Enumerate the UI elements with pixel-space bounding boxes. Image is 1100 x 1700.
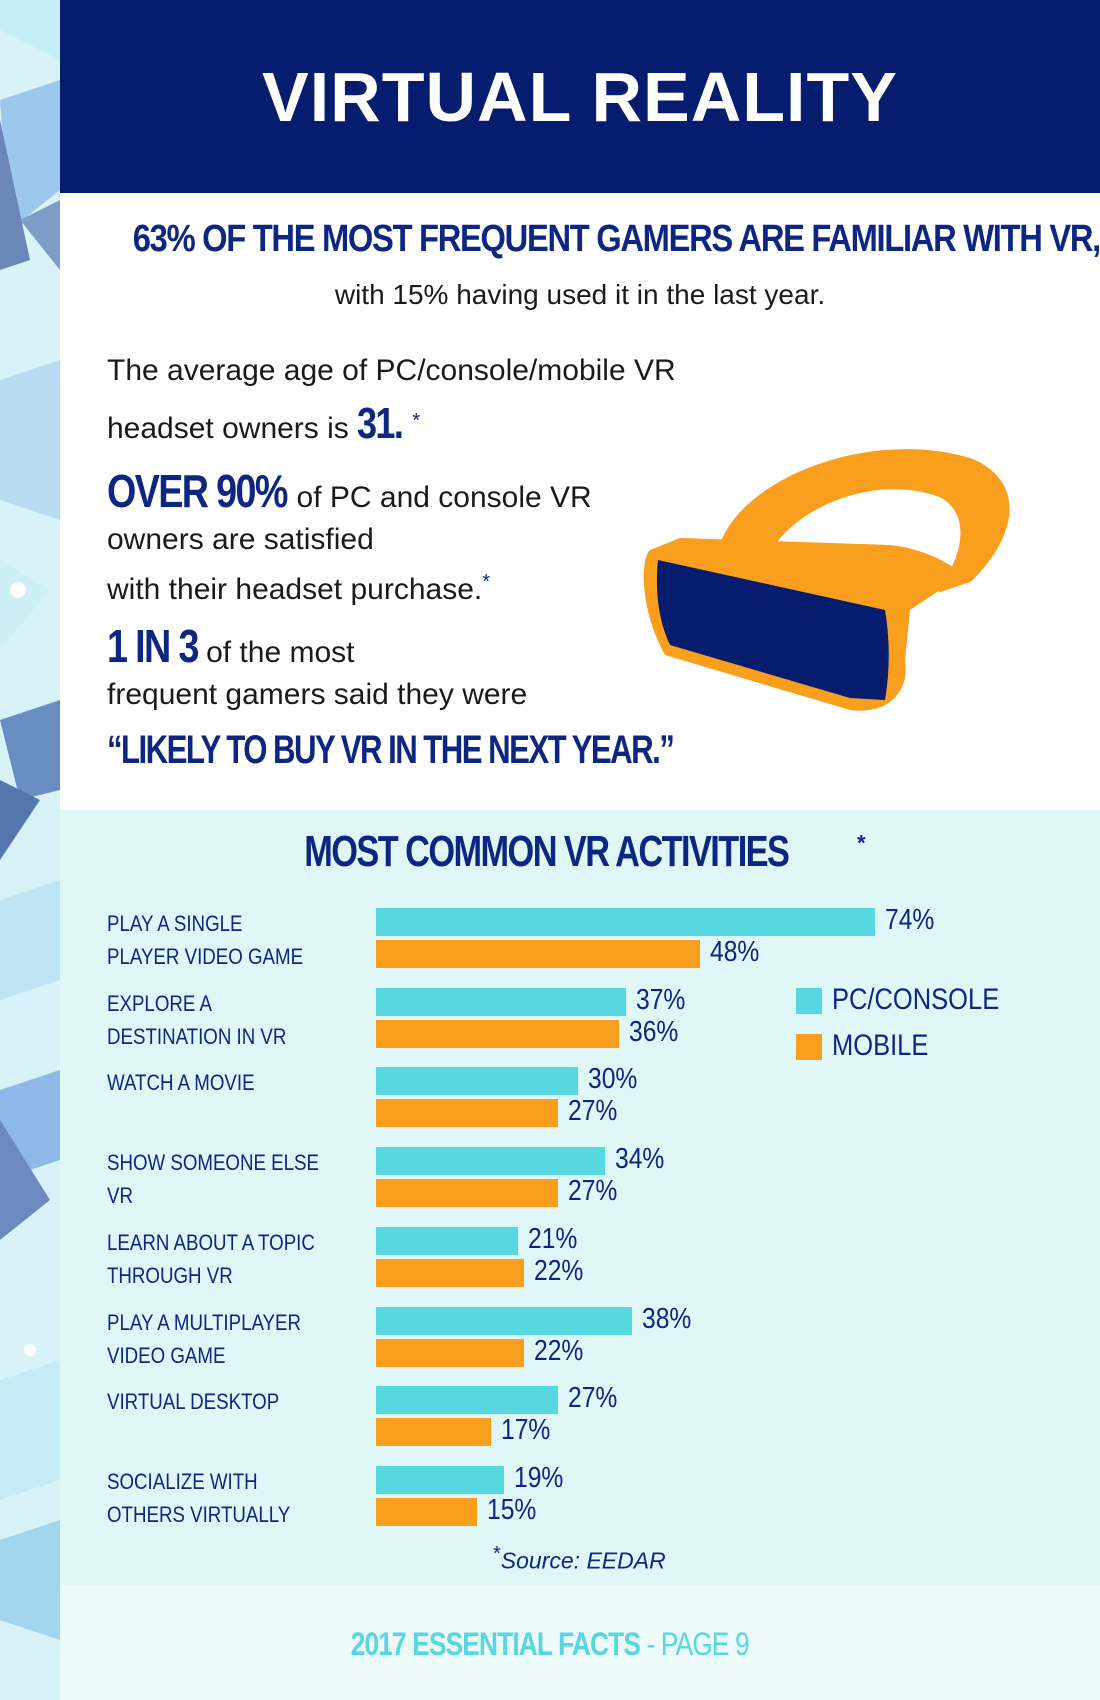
bar-value-label: 17% — [500, 1414, 550, 1447]
bar-value-label: 30% — [588, 1063, 638, 1096]
bar-value-label: 22% — [534, 1334, 584, 1367]
subheadline: with 15% having used it in the last year… — [334, 279, 826, 310]
bar-value-label: 74% — [885, 904, 935, 936]
legend-label-pc-console: PC/CONSOLE — [832, 983, 1000, 1016]
category-label: WATCH A MOVIE — [107, 1070, 255, 1096]
fact-satisfaction-line2: owners are satisfied — [107, 523, 374, 556]
footer-page: - PAGE 9 — [640, 1626, 750, 1662]
page-title: VIRTUAL REALITY — [262, 57, 898, 136]
fact-average-age-line2: headset owners is — [107, 412, 349, 445]
footer-band — [60, 1585, 1100, 1700]
fact-satisfaction-number: OVER 90% — [107, 465, 288, 517]
bar-mobile — [376, 1019, 619, 1048]
category-label: PLAY A SINGLE PLAYER VIDEO GAME — [107, 911, 304, 969]
bar-pc-console — [376, 908, 875, 936]
page-footer: 2017 ESSENTIAL FACTS - PAGE 9 — [0, 1626, 1100, 1663]
legend-swatch-mobile — [796, 1034, 822, 1060]
page-header: VIRTUAL REALITY — [60, 0, 1100, 193]
fact-likely-to-buy-quote: “LIKELY TO BUY VR IN THE NEXT YEAR.” — [107, 728, 675, 772]
category-label: PLAY A MULTIPLAYER VIDEO GAME — [107, 1309, 302, 1368]
bar-value-label: 21% — [527, 1222, 577, 1255]
bar-pc-console — [376, 1147, 606, 1176]
fact-average-age-line1: The average age of PC/console/mobile VR — [107, 354, 676, 387]
bar-value-label: 27% — [568, 1095, 618, 1128]
bar-pc-console — [376, 1386, 559, 1415]
category-label: SOCIALIZE WITH OTHERS VIRTUALLY — [107, 1468, 291, 1527]
bar-value-label: 15% — [487, 1493, 537, 1526]
chart-title: MOST COMMON VR ACTIVITIES * — [0, 827, 1100, 877]
bar-pc-console — [376, 1067, 579, 1096]
chart-title-asterisk: * — [857, 830, 865, 856]
fact-average-age: The average age of PC/console/mobile VR … — [107, 350, 676, 450]
bar-value-label: 27% — [568, 1175, 618, 1208]
bar-mobile — [376, 940, 700, 968]
bar-value-label: 34% — [615, 1143, 665, 1176]
headline: 63% OF THE MOST FREQUENT GAMERS ARE FAMI… — [132, 218, 1100, 260]
fact-satisfaction-asterisk: * — [482, 571, 491, 593]
bar-mobile — [376, 1338, 525, 1367]
source-asterisk: * — [493, 1543, 501, 1565]
fact-average-age-asterisk: * — [412, 410, 421, 432]
footer-main: 2017 ESSENTIAL FACTS — [350, 1626, 641, 1662]
fact-likely-to-buy-line2: frequent gamers said they were — [107, 678, 528, 711]
bar-value-label: 27% — [568, 1382, 618, 1415]
fact-likely-to-buy: 1 IN 3 of the most frequent gamers said … — [107, 620, 528, 716]
category-label: LEARN ABOUT A TOPIC THROUGH VR — [107, 1229, 315, 1288]
legend-label-mobile: MOBILE — [832, 1029, 929, 1062]
bar-pc-console — [376, 1465, 505, 1494]
bar-value-label: 19% — [514, 1461, 564, 1494]
source-note: *Source: EEDAR — [493, 1543, 666, 1575]
fact-likely-to-buy-number: 1 IN 3 — [107, 620, 199, 672]
bar-value-label: 37% — [635, 983, 685, 1016]
category-label: SHOW SOMEONE ELSE VR — [107, 1150, 319, 1209]
category-label: VIRTUAL DESKTOP — [107, 1389, 280, 1415]
bar-mobile — [376, 1258, 525, 1287]
fact-average-age-number: 31. — [357, 399, 404, 448]
bar-mobile — [376, 1099, 559, 1128]
chart-panel — [60, 810, 1100, 1585]
fact-satisfaction-line1: of PC and console VR — [288, 481, 592, 514]
category-label: EXPLORE A DESTINATION IN VR — [107, 990, 287, 1049]
bar-value-label: 36% — [628, 1015, 679, 1048]
vr-headset-icon — [643, 449, 1010, 711]
fact-satisfaction-line3: with their headset purchase. — [107, 573, 483, 606]
bar-pc-console — [376, 1306, 633, 1335]
decorative-side-pattern — [0, 0, 60, 1700]
fact-satisfaction: OVER 90% of PC and console VR owners are… — [107, 465, 592, 611]
bar-pc-console — [376, 1226, 518, 1255]
chart-title-text: MOST COMMON VR ACTIVITIES — [304, 827, 791, 876]
bar-mobile — [376, 1418, 491, 1447]
bar-mobile — [376, 1497, 478, 1526]
legend-swatch-pc-console — [796, 988, 822, 1014]
fact-likely-to-buy-line1: of the most — [197, 636, 355, 669]
bar-mobile — [376, 1179, 559, 1208]
bar-value-label: 48% — [709, 936, 760, 968]
bar-value-label: 22% — [534, 1254, 584, 1287]
bar-pc-console — [376, 987, 626, 1016]
source-text: Source: EEDAR — [500, 1547, 666, 1574]
bar-value-label: 38% — [642, 1302, 692, 1335]
